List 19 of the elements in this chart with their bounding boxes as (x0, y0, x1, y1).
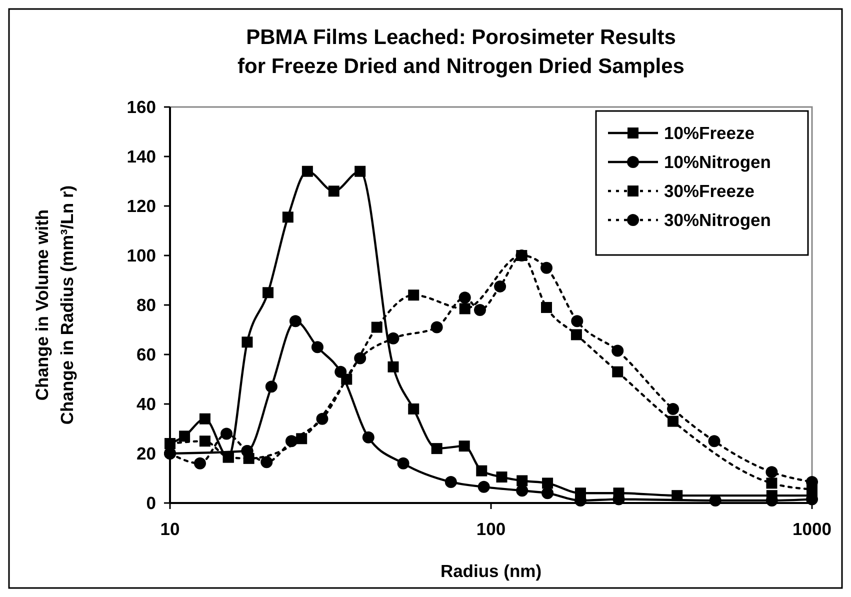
legend-label: 30%Freeze (664, 181, 755, 201)
legend-label: 10%Freeze (664, 123, 755, 143)
y-tick-label: 100 (126, 246, 156, 266)
legend-label: 30%Nitrogen (664, 210, 771, 230)
x-axis-title: Radius (nm) (440, 561, 542, 581)
legend-label: 10%Nitrogen (664, 152, 771, 172)
y-tick-label: 160 (126, 97, 156, 117)
y-tick-label: 40 (136, 394, 156, 414)
y-tick-label: 120 (126, 196, 156, 216)
x-tick-label: 100 (476, 519, 506, 539)
y-tick-label: 20 (136, 444, 156, 464)
y-tick-label: 140 (126, 146, 156, 166)
y-tick-label: 0 (146, 493, 156, 513)
y-tick-label: 80 (136, 295, 156, 315)
y-tick-label: 60 (136, 344, 156, 364)
x-tick-label: 10 (160, 519, 180, 539)
y-axis-title: Change in Volume with Change in Radius (mm³/Ln r) (32, 185, 77, 425)
chart-title: PBMA Films Leached: Porosimeter Results for Freeze Dried and Nitrogen Dried Samples (238, 26, 684, 78)
x-tick-label: 1000 (792, 519, 832, 539)
